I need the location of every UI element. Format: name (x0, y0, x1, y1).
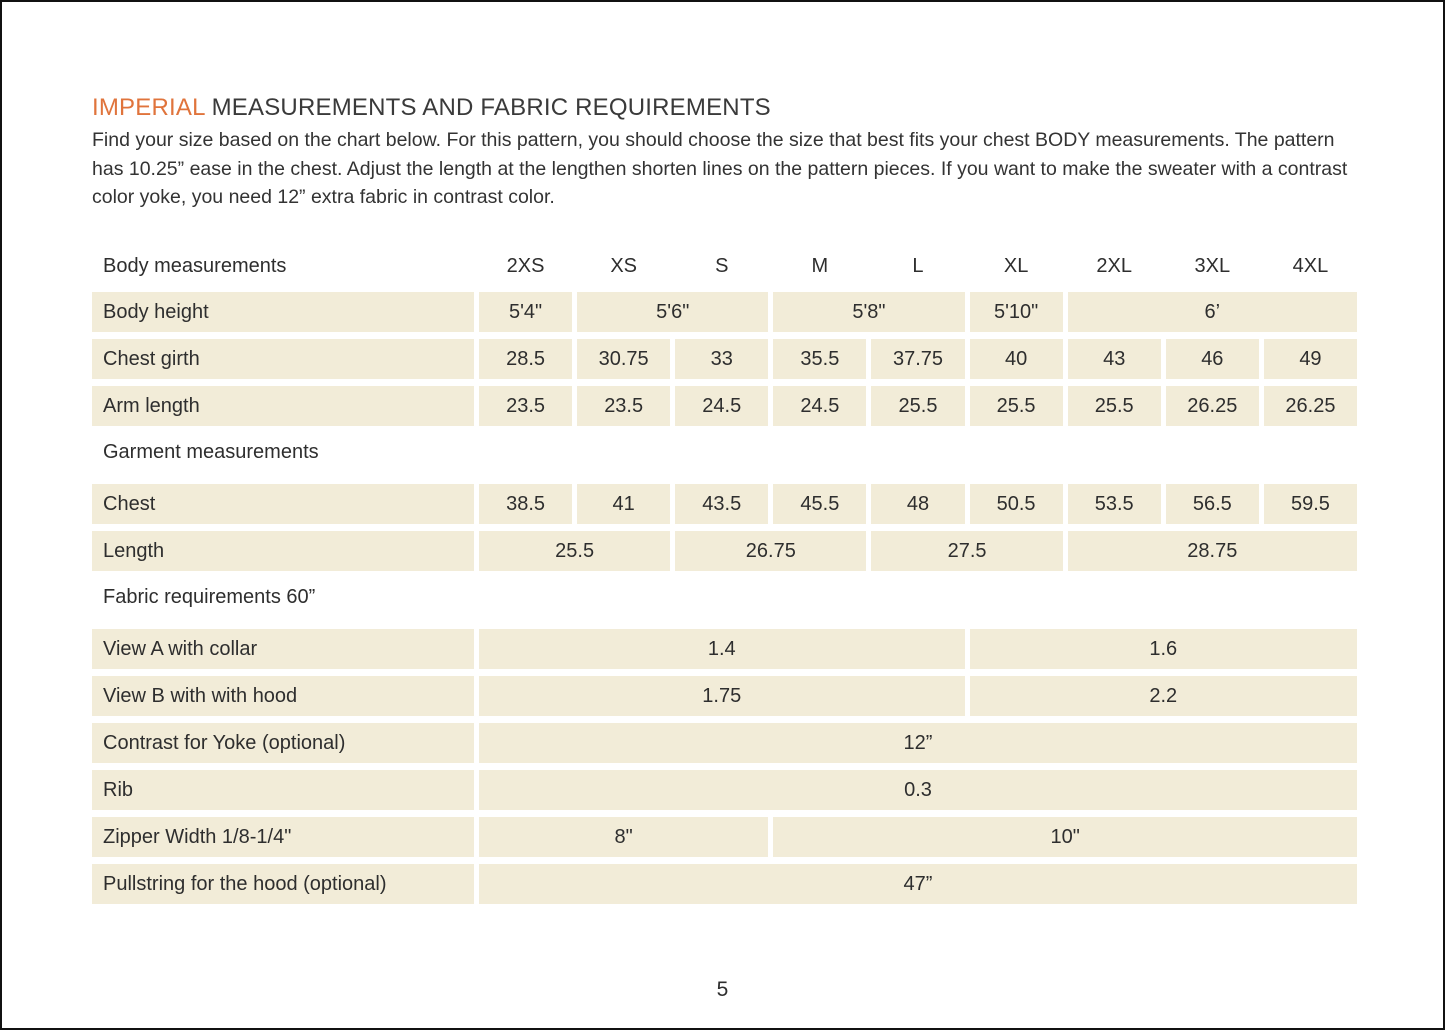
row-label: View A with collar (92, 628, 474, 669)
value-cell: 5'4" (479, 291, 573, 332)
value-cell: 43 (1067, 338, 1161, 379)
table-row: Garment measurements (92, 433, 1357, 471)
value-cell: 25.5 (479, 530, 671, 571)
row-label: Length (92, 530, 474, 571)
row-label: View B with with hood (92, 675, 474, 716)
value-cell: 1.4 (479, 628, 965, 669)
table-row: View A with collar 1.4 1.6 (92, 628, 1357, 669)
value-cell: 30.75 (577, 338, 671, 379)
page-title-highlight: IMPERIAL (92, 94, 205, 121)
table-row: Fabric requirements 60” (92, 578, 1357, 616)
value-cell: 2.2 (969, 675, 1357, 716)
value-cell: 1.6 (969, 628, 1357, 669)
section-label: Garment measurements (103, 440, 319, 463)
value-cell: 33 (675, 338, 769, 379)
table-row: Contrast for Yoke (optional) 12” (92, 722, 1357, 763)
value-cell: 46 (1165, 338, 1259, 379)
table-row: Pullstring for the hood (optional) 47” (92, 863, 1357, 904)
value-cell: 26.75 (675, 530, 867, 571)
size-column-header: L (912, 254, 924, 277)
value-cell: 26.25 (1165, 385, 1259, 426)
page-title-rest: MEASUREMENTS AND FABRIC REQUIREMENTS (204, 94, 771, 121)
page-number: 5 (716, 978, 729, 1001)
table-row: Chest 38.5 41 43.5 45.5 48 50.5 53.5 56.5 59.5 (92, 483, 1357, 524)
value-cell: 5'8" (773, 291, 965, 332)
value-cell: 6’ (1067, 291, 1357, 332)
value-cell: 5'6" (577, 291, 769, 332)
size-column-header: 2XS (506, 254, 545, 277)
table-row: Zipper Width 1/8-1/4" 8" 10" (92, 816, 1357, 857)
value-cell: 47” (479, 863, 1357, 904)
value-cell: 53.5 (1067, 483, 1161, 524)
row-label: Chest girth (92, 338, 474, 379)
value-cell: 50.5 (969, 483, 1063, 524)
value-cell: 37.75 (871, 338, 965, 379)
value-cell: 8" (479, 816, 769, 857)
value-cell: 43.5 (675, 483, 769, 524)
value-cell: 59.5 (1263, 483, 1357, 524)
size-column-header: 4XL (1292, 254, 1329, 277)
row-label: Pullstring for the hood (optional) (92, 863, 474, 904)
table-row: View B with with hood 1.75 2.2 (92, 675, 1357, 716)
value-cell: 41 (577, 483, 671, 524)
value-cell: 35.5 (773, 338, 867, 379)
row-label: Zipper Width 1/8-1/4" (92, 816, 474, 857)
value-cell: 49 (1263, 338, 1357, 379)
size-column-header: 3XL (1194, 254, 1231, 277)
table-row: Arm length 23.5 23.5 24.5 24.5 25.5 25.5 25.5 26… (92, 385, 1357, 426)
size-column-header: XS (610, 254, 637, 277)
value-cell: 12” (479, 722, 1357, 763)
value-cell: 28.5 (479, 338, 573, 379)
value-cell: 25.5 (871, 385, 965, 426)
table-row: Body height 5'4" 5'6" 5'8" 5'10" 6’ (92, 291, 1357, 332)
row-label: Chest (92, 483, 474, 524)
value-cell: 28.75 (1067, 530, 1357, 571)
page-content: IMPERIAL MEASUREMENTS AND FABRIC REQUIRE… (92, 94, 1357, 911)
value-cell: 23.5 (577, 385, 671, 426)
row-label: Rib (92, 769, 474, 810)
section-label: Fabric requirements 60” (103, 585, 316, 608)
value-cell: 56.5 (1165, 483, 1259, 524)
value-cell: 25.5 (1067, 385, 1161, 426)
intro-paragraph: Find your size based on the chart below.… (92, 129, 1348, 208)
size-column-header: M (811, 254, 829, 277)
value-cell: 0.3 (479, 769, 1357, 810)
size-column-header: S (715, 254, 729, 277)
row-label: Arm length (92, 385, 474, 426)
table-row: Rib 0.3 (92, 769, 1357, 810)
value-cell: 27.5 (871, 530, 1063, 571)
table-row: Length 25.5 26.75 27.5 28.75 (92, 530, 1357, 571)
value-cell: 10" (773, 816, 1357, 857)
table-row: Chest girth 28.5 30.75 33 35.5 37.75 40 43 46 49 (92, 338, 1357, 379)
page-title: IMPERIAL MEASUREMENTS AND FABRIC REQUIRE… (92, 94, 1357, 122)
value-cell: 45.5 (773, 483, 867, 524)
size-column-header: 2XL (1096, 254, 1132, 277)
value-cell: 24.5 (773, 385, 867, 426)
size-column-header: XL (1003, 254, 1029, 277)
value-cell: 1.75 (479, 675, 965, 716)
value-cell: 25.5 (969, 385, 1063, 426)
section-label: Body measurements (103, 254, 287, 277)
table-row: Body measurements 2XS XS S M L XL 2XL 3XL 4XL (92, 247, 1357, 285)
value-cell: 26.25 (1263, 385, 1357, 426)
value-cell: 23.5 (479, 385, 573, 426)
row-label: Contrast for Yoke (optional) (92, 722, 474, 763)
value-cell: 38.5 (479, 483, 573, 524)
value-cell: 24.5 (675, 385, 769, 426)
value-cell: 48 (871, 483, 965, 524)
value-cell: 5'10" (969, 291, 1063, 332)
row-label: Body height (92, 291, 474, 332)
measurement-table: Body measurements 2XS XS S M L XL 2XL 3XL 4XL Body… (92, 247, 1357, 904)
value-cell: 40 (969, 338, 1063, 379)
